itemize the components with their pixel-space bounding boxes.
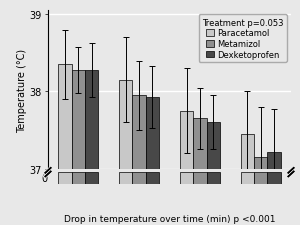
- Bar: [241, 172, 254, 184]
- Bar: [58, 65, 72, 169]
- Bar: [58, 172, 72, 184]
- Bar: [180, 172, 193, 184]
- Text: 0: 0: [42, 173, 48, 183]
- Bar: [85, 172, 98, 184]
- Y-axis label: Temperature (°C): Temperature (°C): [16, 48, 27, 132]
- Bar: [254, 158, 267, 169]
- Bar: [254, 172, 267, 184]
- Bar: [267, 172, 281, 184]
- Bar: [72, 172, 85, 184]
- Bar: [267, 152, 281, 169]
- Bar: [180, 111, 193, 169]
- Bar: [132, 172, 146, 184]
- Bar: [193, 172, 207, 184]
- Bar: [241, 134, 254, 169]
- Bar: [207, 123, 220, 169]
- Bar: [72, 70, 85, 169]
- Legend: Paracetamol, Metamizol, Dexketoprofen: Paracetamol, Metamizol, Dexketoprofen: [199, 15, 287, 63]
- Bar: [207, 172, 220, 184]
- Bar: [85, 70, 98, 169]
- Bar: [193, 119, 207, 169]
- Bar: [146, 97, 159, 169]
- Bar: [119, 172, 132, 184]
- Bar: [146, 172, 159, 184]
- Bar: [119, 81, 132, 169]
- Bar: [132, 96, 146, 169]
- Text: Drop in temperature over time (min) p <0.001: Drop in temperature over time (min) p <0…: [64, 214, 275, 223]
